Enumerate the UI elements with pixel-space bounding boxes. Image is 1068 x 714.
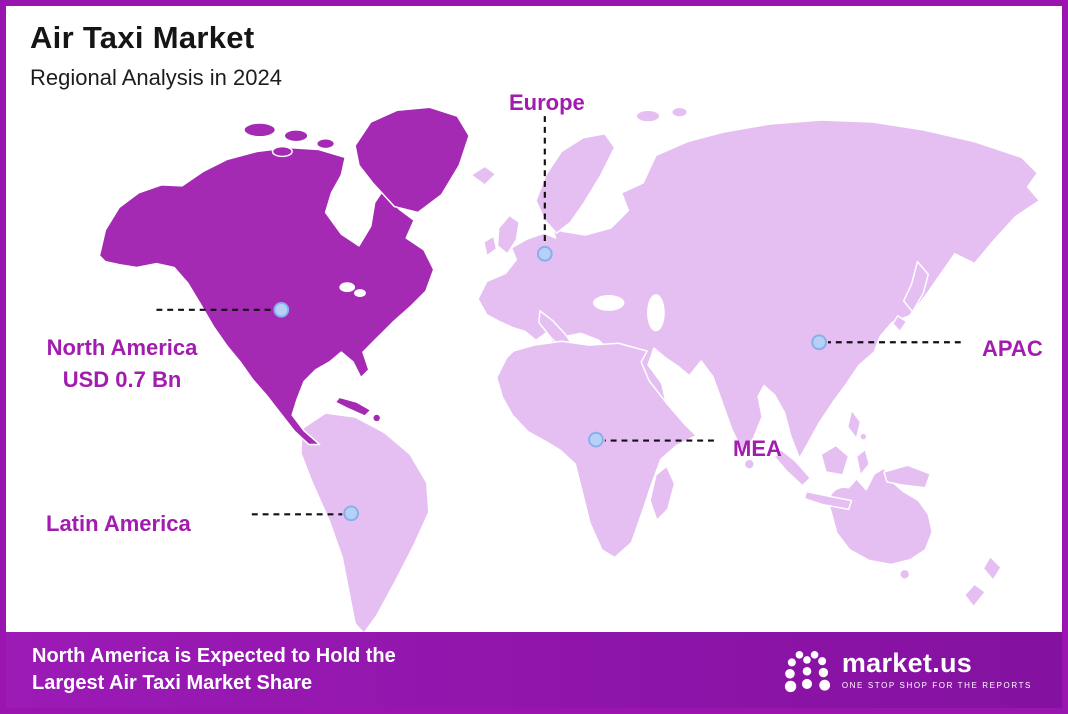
brand-tagline: ONE STOP SHOP FOR THE REPORTS <box>841 681 1032 690</box>
region-label-europe: Europe <box>509 90 585 115</box>
caspian-sea <box>647 294 665 332</box>
footer-banner: North America is Expected to Hold the La… <box>6 632 1062 708</box>
island-sumatra <box>774 448 812 487</box>
great-lakes-1 <box>339 282 356 293</box>
world-map <box>98 106 1041 635</box>
brand-text: market.us ONE STOP SHOP FOR THE REPORTS <box>841 648 1032 691</box>
island-sulawesi <box>855 448 871 476</box>
continent-north-america <box>98 146 435 446</box>
region-label-north-america: North America USD 0.7 Bn <box>24 332 220 396</box>
leader-lines <box>156 116 961 516</box>
brand-name: market.us <box>841 648 973 678</box>
region-label-north-america-name: North America <box>46 335 198 360</box>
island-great-britain <box>496 214 520 255</box>
island-ireland <box>483 235 498 257</box>
region-label-north-america-value: USD 0.7 Bn <box>62 366 182 392</box>
continent-australia <box>828 467 933 566</box>
island-arctic-east <box>670 106 689 118</box>
island-java <box>803 490 853 511</box>
island-svalbard <box>635 109 661 123</box>
brand-block: market.us ONE STOP SHOP FOR THE REPORTS <box>784 646 1032 694</box>
peninsula-scandinavia <box>535 133 616 234</box>
black-sea <box>592 295 625 311</box>
continent-africa <box>495 340 697 559</box>
island-philippines <box>846 409 862 440</box>
map-highlighted-region <box>98 106 470 446</box>
region-label-latin-america: Latin America <box>46 511 191 536</box>
island-arctic-canada-1 <box>243 122 277 138</box>
island-hispaniola <box>372 413 382 423</box>
marketus-logo-icon <box>784 651 830 693</box>
footer-headline: North America is Expected to Hold the La… <box>32 643 396 697</box>
island-madagascar <box>649 465 676 521</box>
marker-mea <box>588 431 604 448</box>
island-arctic-canada-4 <box>315 137 336 150</box>
great-lakes-2 <box>354 289 366 298</box>
map-light-regions <box>300 106 1041 635</box>
island-arctic-canada-2 <box>283 129 309 143</box>
page-subtitle: Regional Analysis in 2024 <box>30 65 282 90</box>
island-cuba <box>334 396 372 417</box>
marker-apac <box>811 334 827 351</box>
island-japan <box>902 260 929 313</box>
island-japan-south <box>892 314 908 333</box>
island-new-guinea <box>883 464 931 489</box>
page-title: Air Taxi Market <box>30 20 255 55</box>
island-iceland <box>470 165 497 186</box>
island-tasmania <box>899 568 911 580</box>
marker-latin-america <box>343 505 359 522</box>
island-mindanao <box>859 432 868 441</box>
island-greenland <box>354 106 470 214</box>
footer-headline-line2: Largest Air Taxi Market Share <box>32 672 313 694</box>
region-label-apac: APAC <box>982 336 1043 361</box>
region-label-mea: MEA <box>733 436 782 461</box>
location-markers <box>273 245 827 522</box>
island-new-zealand-south <box>963 583 987 608</box>
marker-north-america <box>273 301 290 318</box>
footer-headline-line1: North America is Expected to Hold the <box>32 645 396 667</box>
island-borneo <box>820 444 850 476</box>
marker-europe <box>536 245 553 262</box>
island-sri-lanka <box>743 458 755 470</box>
header: Air Taxi Market Regional Analysis in 202… <box>30 20 282 91</box>
island-arctic-canada-3 <box>271 145 293 158</box>
continent-south-america <box>300 412 430 635</box>
island-new-zealand-north <box>982 555 1002 581</box>
